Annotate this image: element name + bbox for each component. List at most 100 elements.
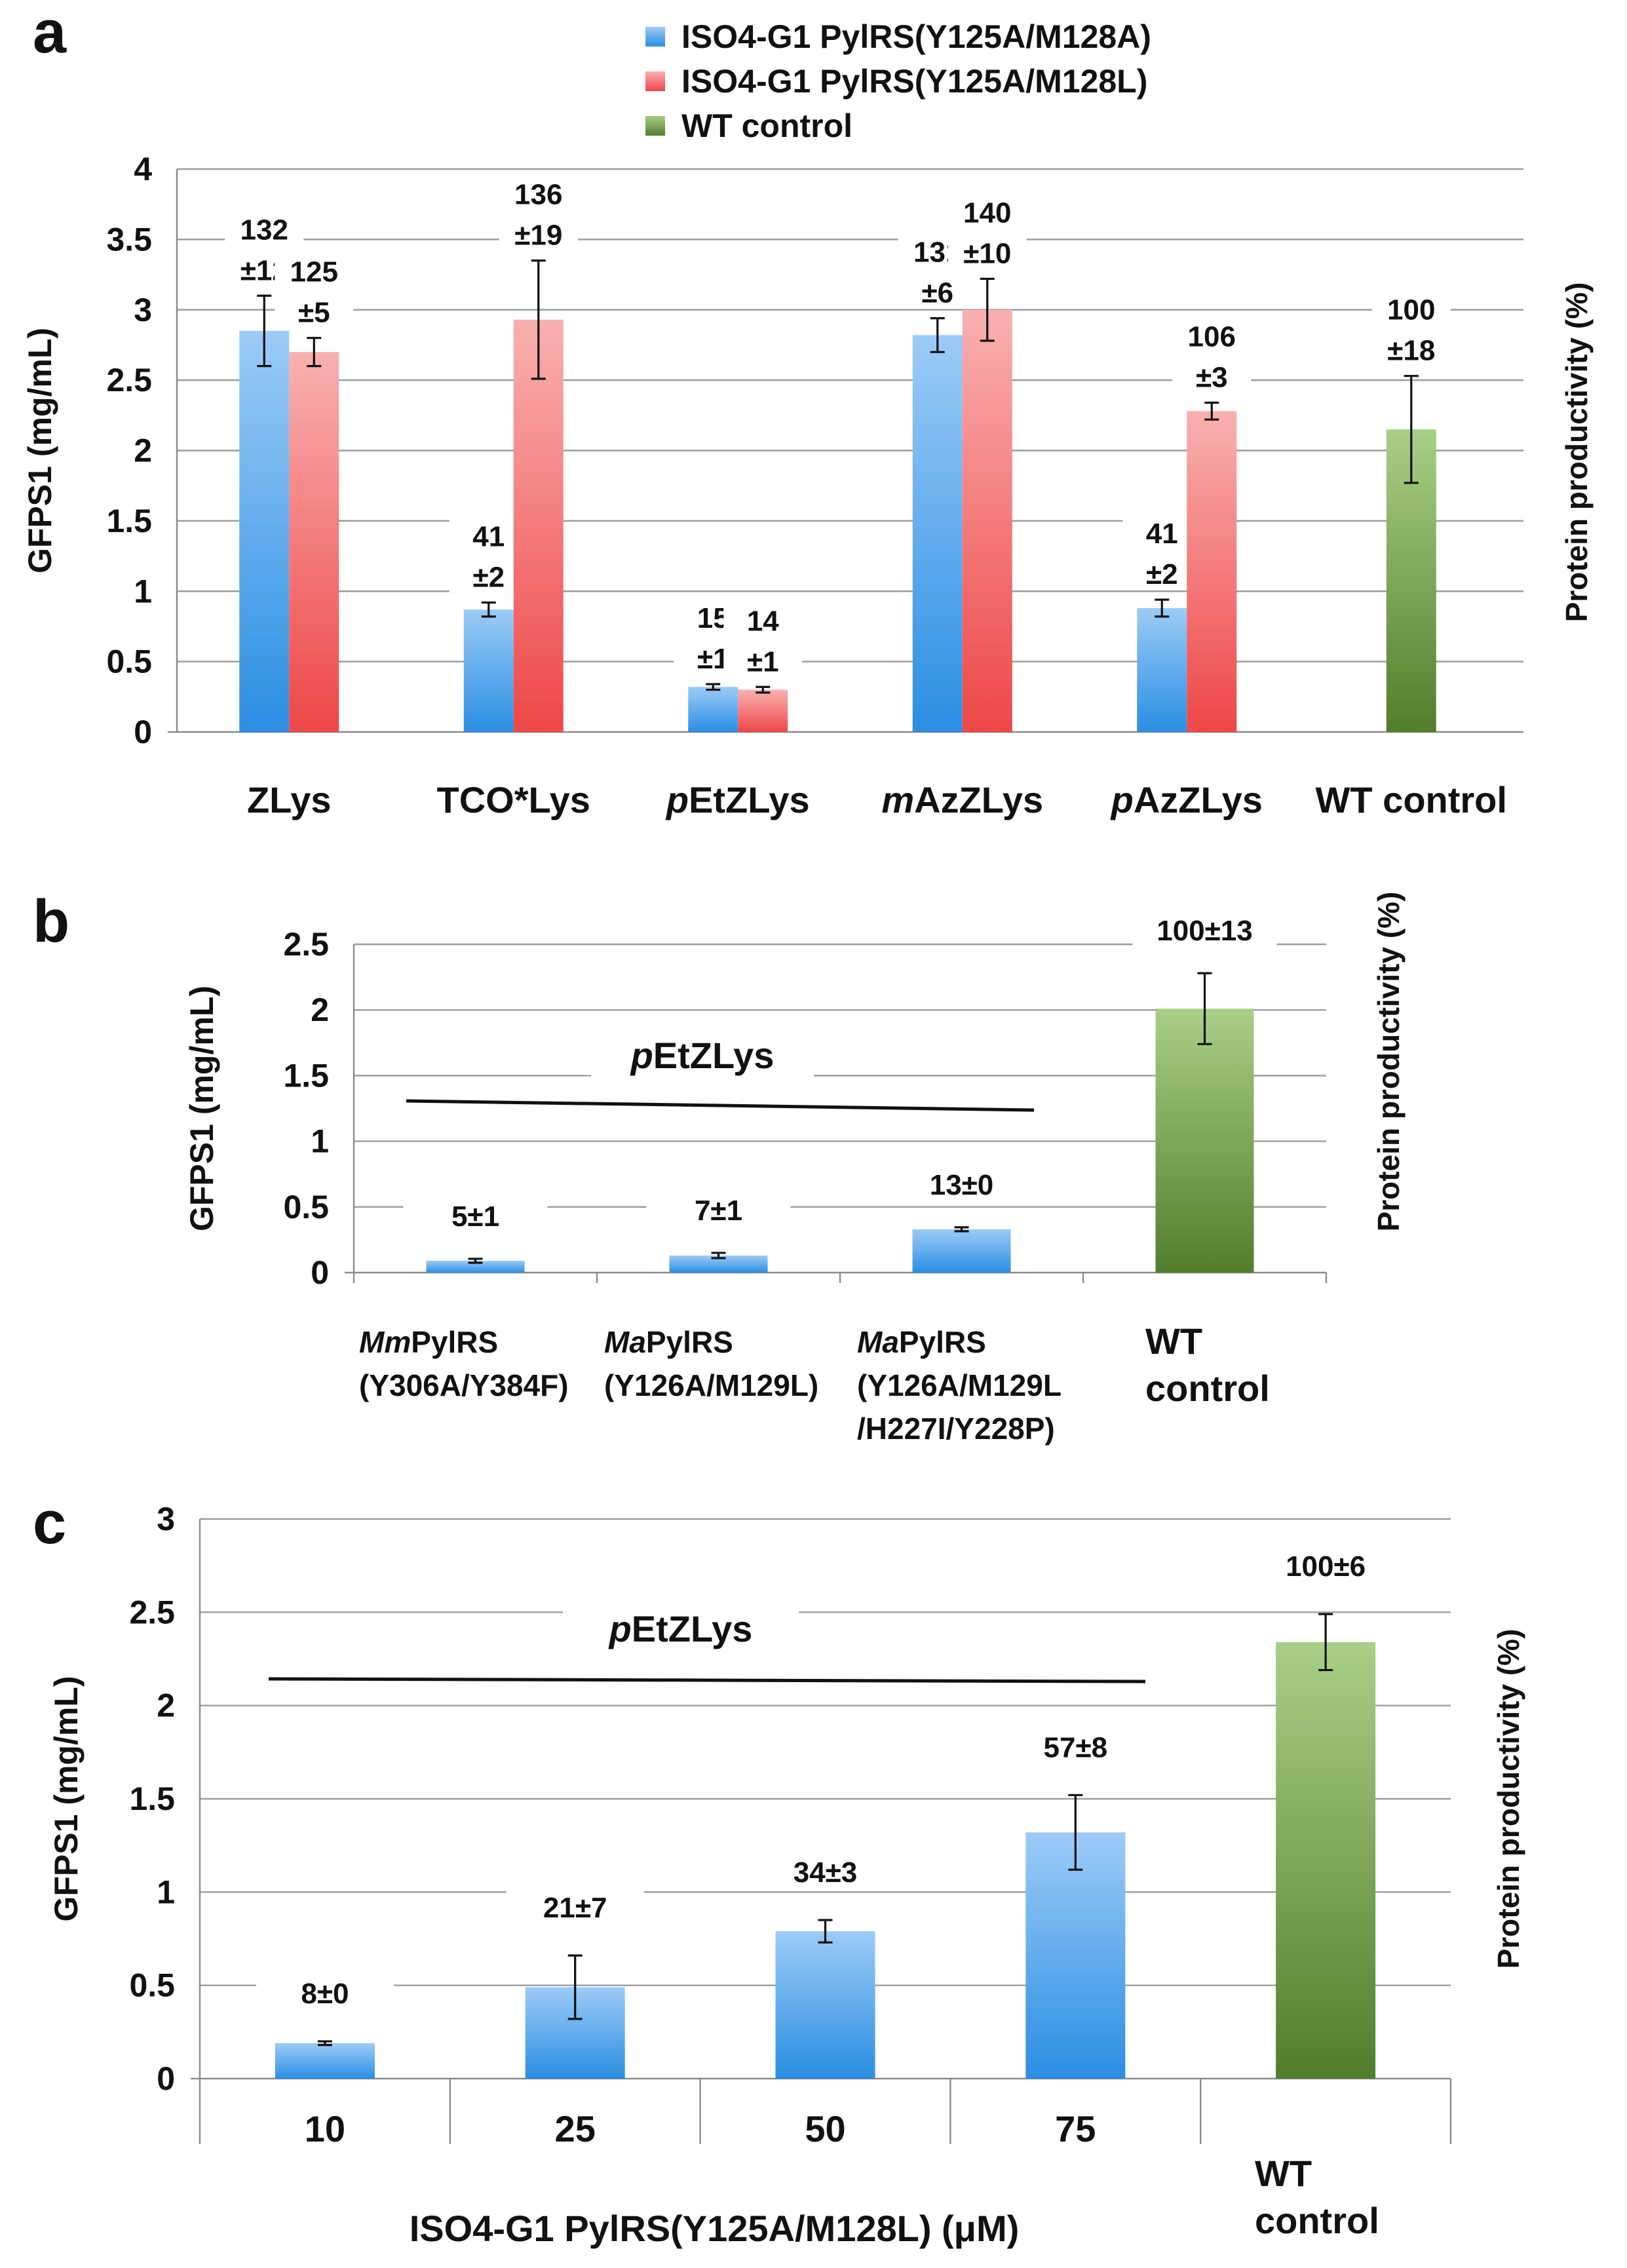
x-category-label: /H227I/Y228P) <box>857 1412 1055 1446</box>
legend-label: ISO4-G1 PylRS(Y125A/M128A) <box>681 18 1151 55</box>
bar <box>775 1931 875 2079</box>
legend-swatch <box>645 71 665 91</box>
data-label: 140 <box>963 197 1011 229</box>
group-label: pEtZLys <box>630 1035 775 1076</box>
y-tick-label: 4 <box>134 151 152 187</box>
y-tick-label: 1 <box>134 573 152 609</box>
data-label: ±18 <box>1387 335 1435 367</box>
y-tick-label: 0.5 <box>106 644 152 680</box>
y-tick-label: 0 <box>134 714 152 750</box>
legend-label: ISO4-G1 PylRS(Y125A/M128L) <box>681 63 1147 100</box>
panel-label: a <box>33 0 67 66</box>
group-label: pEtZLys <box>608 1608 753 1649</box>
x-category-label: mAzZLys <box>881 779 1043 820</box>
data-label-background <box>591 1029 814 1077</box>
group-bracket-line <box>406 1099 1035 1112</box>
x-category-label: (Y126A/M129L) <box>604 1368 818 1402</box>
bar <box>912 1229 1011 1273</box>
data-label-background <box>646 1185 791 1225</box>
data-label: 100±13 <box>1157 915 1253 947</box>
x-axis-title: ISO4-G1 PylRS(Y125A/M128L) (μM) <box>410 2208 1020 2249</box>
data-label-background <box>256 1968 394 2009</box>
y-tick-label: 3 <box>157 1501 175 1537</box>
y-tick-label: 3.5 <box>106 221 152 258</box>
panel-a: a 0 0.5 1 1.5 2 2.5 3 3.5 4 GFPS1 (mg/mL) Protein p… <box>22 0 1594 820</box>
y-axis-title: GFPS1 (mg/mL) <box>48 1676 85 1921</box>
data-label: 13±0 <box>930 1169 994 1201</box>
data-label-background <box>1257 1541 1395 1582</box>
x-category-label-italic: Ma <box>604 1325 646 1359</box>
data-label: 14 <box>747 605 779 637</box>
x-category-label-rest: PylRS <box>899 1325 986 1359</box>
bar <box>688 687 738 732</box>
data-label: ±5 <box>298 297 330 329</box>
data-label-background <box>499 210 578 250</box>
data-label-background <box>756 1847 894 1888</box>
right-axis-title: Protein productivity (%) <box>1491 1629 1525 1969</box>
x-category-label-rest: (Y126A/M129L) <box>604 1368 818 1402</box>
x-category-label-rest: ZLys <box>247 779 332 820</box>
data-label-background <box>506 1882 644 1923</box>
y-tick-label: 0.5 <box>283 1189 329 1225</box>
bar <box>1025 1832 1126 2079</box>
y-tick-label: 0 <box>311 1254 329 1291</box>
data-label-background <box>225 205 304 245</box>
legend-label: WT control <box>681 107 852 144</box>
y-tick-label: 2 <box>134 432 152 469</box>
y-tick-label: 0 <box>157 2060 175 2097</box>
x-category-label: (Y126A/M129L <box>857 1368 1062 1402</box>
data-label-background <box>1006 1721 1145 1763</box>
panel-label: b <box>33 888 69 955</box>
data-label-background <box>947 188 1027 228</box>
data-label-background <box>947 229 1027 269</box>
x-category-label-rest: /H227I/Y228P) <box>857 1412 1055 1446</box>
data-label-background <box>1371 326 1451 366</box>
x-category-label-rest: TCO*Lys <box>437 779 590 820</box>
data-label-background <box>403 1191 548 1231</box>
x-category-label: pAzZLys <box>1110 779 1263 820</box>
bar <box>239 330 290 732</box>
data-label: ±6 <box>921 277 953 309</box>
legend-swatch <box>645 116 665 136</box>
x-category-label: MaPylRS <box>604 1325 733 1359</box>
x-category-label: ZLys <box>247 779 332 820</box>
data-label: ±1 <box>747 645 779 678</box>
y-axis-title: GFPS1 (mg/mL) <box>22 328 58 573</box>
data-label: 5±1 <box>451 1201 499 1233</box>
bar <box>1155 1009 1254 1273</box>
data-label: 136 <box>514 179 562 211</box>
x-category-label: MmPylRS <box>359 1325 498 1359</box>
x-category-label: WT control <box>1316 779 1507 820</box>
x-category-label: TCO*Lys <box>437 779 590 820</box>
x-category-label-rest: AzZLys <box>914 779 1043 820</box>
group-bracket-line <box>268 1677 1146 1683</box>
data-label: 106 <box>1188 320 1236 353</box>
data-label-background <box>723 637 803 677</box>
data-label-background <box>275 247 354 287</box>
x-category-label: 10 <box>305 2108 345 2149</box>
x-category-label: 25 <box>555 2108 596 2149</box>
y-tick-label: 1.5 <box>129 1780 175 1817</box>
x-category-label-rest: (Y306A/Y384F) <box>359 1368 569 1402</box>
data-label: ±3 <box>1196 361 1228 393</box>
x-category-label-rest: PylRS <box>646 1325 733 1359</box>
y-tick-label: 2.5 <box>129 1594 175 1630</box>
data-label-background <box>898 268 977 308</box>
panel-label: c <box>33 1490 66 1556</box>
y-axis-title: GFPS1 (mg/mL) <box>183 986 220 1231</box>
panel-c: c 0 0.5 1 1.5 2 2.5 3 GFPS1 (mg/mL) Protein produ… <box>33 1490 1525 2249</box>
data-label: 132 <box>240 214 288 246</box>
bar <box>962 309 1012 732</box>
x-category-label-rest: WT control <box>1316 779 1507 820</box>
data-label-background <box>275 288 354 328</box>
x-category-label-rest: control <box>1145 1368 1270 1409</box>
group-label-rest: EtZLys <box>653 1035 775 1076</box>
bar <box>463 609 514 732</box>
x-category-label: WT <box>1255 2153 1312 2194</box>
x-category-label-italic: Ma <box>857 1325 899 1359</box>
x-category-label-italic: p <box>665 779 689 820</box>
data-label: 7±1 <box>695 1195 742 1227</box>
bar <box>513 319 564 733</box>
data-label-background <box>499 170 578 210</box>
data-label: 125 <box>290 256 338 288</box>
